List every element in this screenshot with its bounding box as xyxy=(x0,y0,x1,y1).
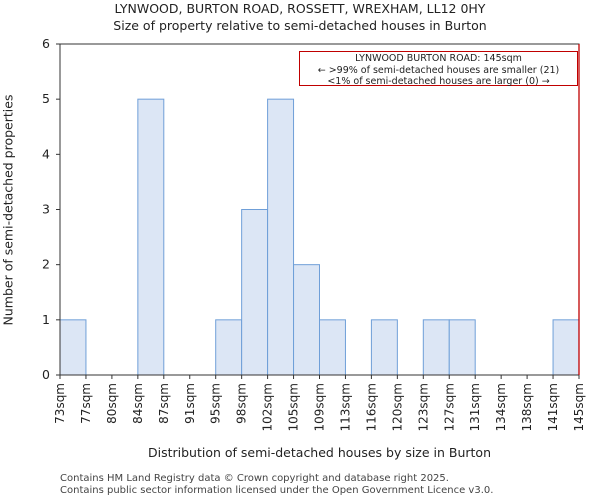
x-tick-label: 141sqm xyxy=(546,383,560,431)
x-tick-label: 113sqm xyxy=(338,383,352,431)
x-tick-label: 77sqm xyxy=(79,383,93,424)
bar-109sqm xyxy=(319,319,346,376)
x-tick-label: 98sqm xyxy=(235,383,249,424)
y-axis-ticks: 0 1 2 3 4 5 6 xyxy=(42,36,60,382)
x-tick-label: 109sqm xyxy=(313,383,327,431)
x-tick-label: 95sqm xyxy=(209,383,223,424)
y-tick-label: 4 xyxy=(42,146,50,161)
y-tick-label: 0 xyxy=(42,367,50,382)
y-axis-label: Number of semi-detached properties xyxy=(0,94,16,326)
x-tick-label: 105sqm xyxy=(287,383,301,431)
y-tick-label: 2 xyxy=(42,257,50,272)
y-tick-label: 5 xyxy=(42,91,50,106)
x-tick-label: 87sqm xyxy=(157,383,171,424)
bar-116sqm xyxy=(370,319,398,376)
x-tick-label: 127sqm xyxy=(442,383,456,431)
x-axis-label: Distribution of semi-detached houses by … xyxy=(147,445,492,460)
x-tick-label: 145sqm xyxy=(572,383,586,431)
x-axis-ticks: 73sqm 77sqm 80sqm 84sqm 87sqm 91sqm 95sqm 98sqm… xyxy=(53,375,586,431)
x-tick-label: 91sqm xyxy=(183,383,197,424)
bar-84sqm xyxy=(137,98,165,376)
bar-95sqm xyxy=(215,319,243,376)
bar-73sqm xyxy=(59,319,87,376)
x-tick-label: 80sqm xyxy=(105,383,119,424)
x-tick-label: 73sqm xyxy=(53,383,67,424)
chart-subtitle: Size of property relative to semi-detach… xyxy=(113,18,487,33)
bar-141sqm xyxy=(552,319,580,376)
bar-127sqm xyxy=(448,319,476,376)
annotation-line-1: LYNWOOD BURTON ROAD: 145sqm xyxy=(355,53,522,64)
footer-line-1: Contains HM Land Registry data © Crown c… xyxy=(60,473,449,484)
x-tick-label: 102sqm xyxy=(261,383,275,431)
x-tick-label: 134sqm xyxy=(494,383,508,431)
x-tick-label: 131sqm xyxy=(468,383,482,431)
y-tick-label: 6 xyxy=(42,36,50,51)
chart-title: LYNWOOD, BURTON ROAD, ROSSETT, WREXHAM, … xyxy=(114,1,486,16)
x-tick-label: 116sqm xyxy=(364,383,378,431)
bar-123sqm xyxy=(422,319,450,376)
bars-group xyxy=(59,98,580,376)
x-tick-label: 120sqm xyxy=(390,383,404,431)
y-tick-label: 3 xyxy=(42,202,50,217)
annotation-box: LYNWOOD BURTON ROAD: 145sqm ← >99% of se… xyxy=(299,51,578,87)
x-tick-label: 84sqm xyxy=(131,383,145,424)
annotation-line-3: <1% of semi-detached houses are larger (… xyxy=(327,76,550,87)
bar-98sqm xyxy=(241,209,269,376)
y-tick-label: 1 xyxy=(42,312,50,327)
bar-105sqm xyxy=(293,264,320,376)
x-tick-label: 138sqm xyxy=(520,383,534,431)
annotation-line-2: ← >99% of semi-detached houses are small… xyxy=(317,64,560,76)
footer-line-2: Contains public sector information licen… xyxy=(60,485,494,496)
x-tick-label: 123sqm xyxy=(416,383,430,431)
bar-102sqm xyxy=(267,98,295,376)
